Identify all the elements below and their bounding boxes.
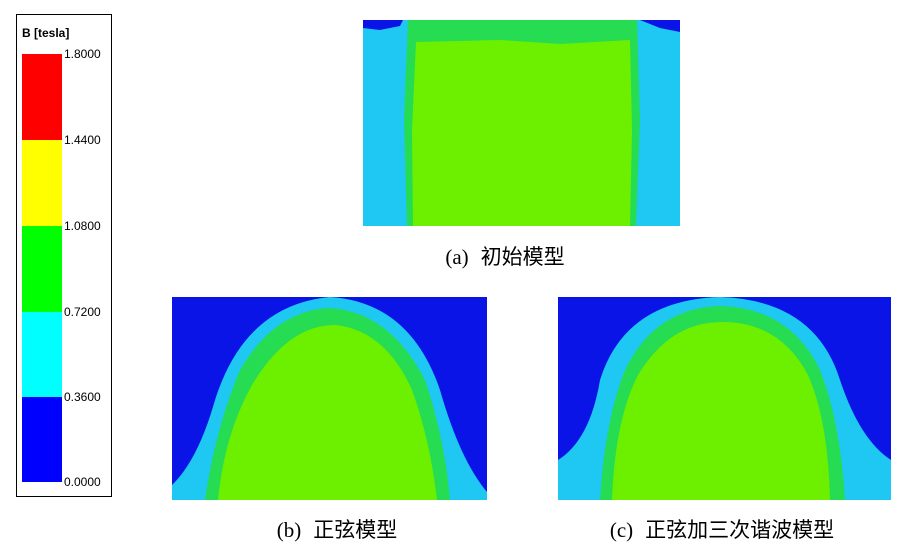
field-region <box>412 40 632 226</box>
color-band <box>22 140 62 226</box>
legend-label: 0.7200 <box>64 305 101 319</box>
color-band <box>22 54 62 140</box>
field-region <box>640 20 680 32</box>
field-plot-c: (c) 正弦加三次谐波模型 <box>558 297 891 542</box>
caption: (c) 正弦加三次谐波模型 <box>610 518 834 542</box>
legend-label: 1.8000 <box>64 47 101 61</box>
caption-label: (a) <box>445 245 468 269</box>
legend-label: 1.0800 <box>64 219 101 233</box>
caption: (a) 初始模型 <box>445 245 564 269</box>
color-band <box>22 397 62 482</box>
caption-label: (c) <box>610 518 633 542</box>
field-region <box>363 20 403 30</box>
caption-text: 初始模型 <box>481 245 565 269</box>
legend: B [tesla] 1.8000 1.4400 1.0800 0.7200 0.… <box>16 14 112 497</box>
field-plot-b: (b) 正弦模型 <box>172 297 487 542</box>
caption-label: (b) <box>277 518 302 542</box>
legend-label: 0.3600 <box>64 390 101 404</box>
color-band <box>22 312 62 397</box>
legend-label: 1.4400 <box>64 133 101 147</box>
caption-text: 正弦模型 <box>313 518 397 542</box>
field-region <box>612 322 830 500</box>
caption: (b) 正弦模型 <box>277 518 398 542</box>
caption-text: 正弦加三次谐波模型 <box>645 518 834 542</box>
color-band <box>22 226 62 312</box>
legend-label: 0.0000 <box>64 475 101 489</box>
field-region <box>218 325 437 500</box>
legend-title: B [tesla] <box>22 26 69 40</box>
field-plot-a: (a) 初始模型 <box>363 20 680 269</box>
